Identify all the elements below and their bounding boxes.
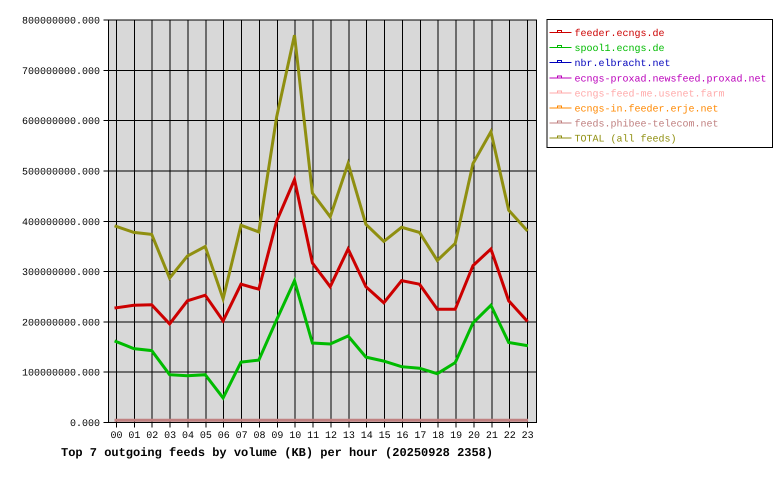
svg-text:12: 12 [325,431,337,442]
svg-text:TOTAL (all feeds): TOTAL (all feeds) [575,134,677,146]
svg-text:ecngs-proxad.newsfeed.proxad.n: ecngs-proxad.newsfeed.proxad.net [575,73,767,85]
svg-text:13: 13 [343,431,355,442]
svg-text:nbr.elbracht.net: nbr.elbracht.net [575,58,671,70]
svg-text:00: 00 [110,431,122,442]
svg-text:10: 10 [289,431,301,442]
svg-text:800000000.000: 800000000.000 [22,17,100,28]
svg-text:100000000.000: 100000000.000 [22,369,100,380]
svg-text:ecngs-in.feeder.erje.net: ecngs-in.feeder.erje.net [575,103,719,115]
svg-text:08: 08 [253,431,265,442]
svg-text:15: 15 [379,431,391,442]
svg-text:03: 03 [164,431,176,442]
svg-text:06: 06 [218,431,230,442]
svg-text:18: 18 [432,431,444,442]
svg-text:11: 11 [307,431,319,442]
svg-text:07: 07 [236,431,248,442]
svg-text:01: 01 [128,431,140,442]
svg-text:14: 14 [361,431,373,442]
svg-text:16: 16 [396,431,408,442]
svg-text:Top 7 outgoing feeds by volume: Top 7 outgoing feeds by volume (KB) per … [61,446,493,460]
svg-text:0.000: 0.000 [70,419,100,430]
svg-text:05: 05 [200,431,212,442]
svg-text:23: 23 [522,431,534,442]
svg-text:09: 09 [271,431,283,442]
svg-text:22: 22 [504,431,516,442]
svg-text:spool1.ecngs.de: spool1.ecngs.de [575,43,665,55]
svg-text:ecngs-feed-me.usenet.farm: ecngs-feed-me.usenet.farm [575,88,725,100]
svg-text:19: 19 [450,431,462,442]
svg-text:700000000.000: 700000000.000 [22,67,100,78]
svg-text:200000000.000: 200000000.000 [22,318,100,329]
svg-text:400000000.000: 400000000.000 [22,218,100,229]
svg-text:21: 21 [486,431,498,442]
svg-text:20: 20 [468,431,480,442]
svg-text:500000000.000: 500000000.000 [22,168,100,179]
svg-text:feeds.phibee-telecom.net: feeds.phibee-telecom.net [575,119,719,131]
svg-text:02: 02 [146,431,158,442]
svg-text:feeder.ecngs.de: feeder.ecngs.de [575,28,665,40]
svg-text:04: 04 [182,431,194,442]
svg-text:300000000.000: 300000000.000 [22,268,100,279]
svg-text:17: 17 [414,431,426,442]
svg-text:600000000.000: 600000000.000 [22,117,100,128]
